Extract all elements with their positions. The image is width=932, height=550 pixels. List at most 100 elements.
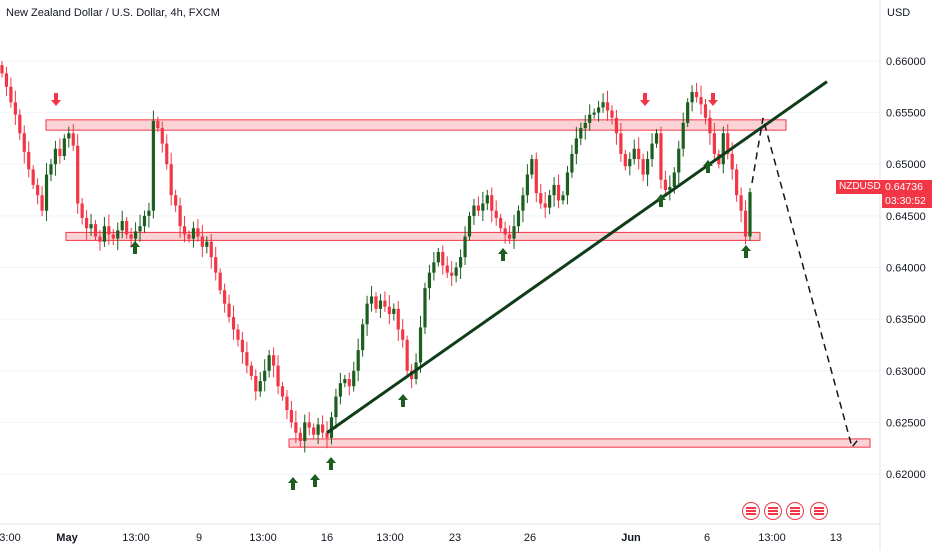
candle-body (507, 234, 512, 239)
y-tick-label: 0.62000 (886, 469, 926, 481)
candle-body (530, 159, 534, 175)
candle-body (223, 290, 227, 304)
candle-body (36, 184, 40, 196)
candle-body (13, 102, 17, 115)
y-tick-label: 0.64500 (886, 211, 926, 223)
candle-body (120, 221, 124, 231)
buy-arrow (703, 160, 713, 173)
candle-body (347, 379, 351, 387)
x-tick-label: 3:00 (0, 532, 21, 544)
candle-body (592, 112, 596, 115)
buy-arrow (130, 241, 140, 254)
candle-body (552, 184, 556, 196)
candle-body (637, 148, 641, 160)
candle-body (245, 352, 249, 366)
candle-body (129, 234, 133, 239)
candle-body (240, 339, 245, 353)
zones (45, 119, 871, 448)
us-flag-icon[interactable] (810, 502, 828, 520)
candle-body (570, 153, 574, 173)
candle-body (58, 148, 62, 156)
candle-body (450, 272, 454, 276)
candle-body (548, 195, 552, 208)
x-tick-label: 26 (524, 532, 536, 544)
candle-body (494, 210, 498, 218)
candle-body (254, 375, 258, 392)
last-price-tag: 0.64736 (882, 180, 932, 194)
candle-body (463, 236, 467, 258)
candle-body (601, 102, 605, 108)
candle-body (739, 195, 743, 211)
candle-body (445, 265, 449, 273)
candle-body (565, 172, 570, 196)
y-tick-label: 0.66000 (886, 56, 926, 68)
candle-body (588, 114, 592, 123)
candle-body (654, 133, 659, 144)
candle-body (76, 145, 80, 204)
candle-body (298, 432, 302, 441)
candle-body (476, 205, 481, 211)
candle-body (9, 86, 13, 103)
y-tick-label: 0.63500 (886, 314, 926, 326)
candle-body (352, 370, 356, 387)
candle-body (147, 210, 151, 216)
time-axis[interactable]: 3:00 May 13:00 9 13:00 16 13:00 23 26 Jun 6 13:00 13 (0, 523, 880, 544)
candle-body (356, 350, 360, 371)
candle-body (534, 159, 538, 194)
candle-body (401, 329, 405, 340)
candle-body (334, 396, 338, 418)
candle-body (53, 148, 58, 165)
us-flag-icon[interactable] (742, 502, 760, 520)
candle-body (668, 186, 672, 191)
us-flag-icon[interactable] (786, 502, 804, 520)
candle-body (267, 355, 271, 371)
candle-body (441, 252, 445, 266)
buy-arrow (498, 248, 508, 261)
x-tick-label: 16 (321, 532, 333, 544)
candle-body (659, 133, 663, 180)
x-tick-label: 6 (704, 532, 710, 544)
candle-body (227, 303, 231, 318)
candle-body (178, 205, 182, 227)
candle-body (499, 217, 503, 229)
candle-body (686, 102, 690, 123)
candle-body (209, 241, 213, 258)
y-tick-label: 0.62500 (886, 417, 926, 429)
buy-arrow (656, 194, 666, 207)
candle-body (231, 317, 236, 330)
candle-body (614, 117, 619, 134)
candle-body (276, 365, 280, 387)
x-tick-label: 9 (196, 532, 202, 544)
candle-body (641, 159, 645, 175)
candle-body (712, 133, 716, 154)
candle-body (743, 210, 748, 237)
candle-body (516, 210, 521, 227)
candle-body (93, 224, 98, 237)
candle-body (84, 217, 89, 229)
candle-body (40, 195, 44, 211)
candle-body (263, 370, 267, 382)
annotation-lines (326, 80, 861, 449)
candle-body (512, 226, 516, 239)
x-tick-label: Jun (621, 532, 641, 544)
us-flag-icon[interactable] (764, 502, 782, 520)
candle-body (0, 65, 4, 74)
x-tick-label: 23 (449, 532, 461, 544)
candle-body (432, 262, 436, 273)
candle-body (142, 215, 147, 227)
candle-body (160, 128, 164, 144)
candle-body (556, 184, 561, 201)
candle-body (423, 288, 427, 328)
candle-body (325, 432, 329, 438)
candle-body (454, 267, 458, 276)
price-axis[interactable]: 0.66000 0.65500 0.65000 0.64500 0.64000 0.635… (879, 0, 926, 550)
sell-arrow (708, 93, 718, 106)
candle-body (18, 114, 22, 134)
candle-body (579, 128, 583, 139)
candle-body (316, 424, 320, 435)
buy-arrow (310, 474, 320, 487)
candle-body (67, 133, 71, 139)
sell-arrow (51, 93, 61, 106)
candle-body (721, 133, 725, 165)
